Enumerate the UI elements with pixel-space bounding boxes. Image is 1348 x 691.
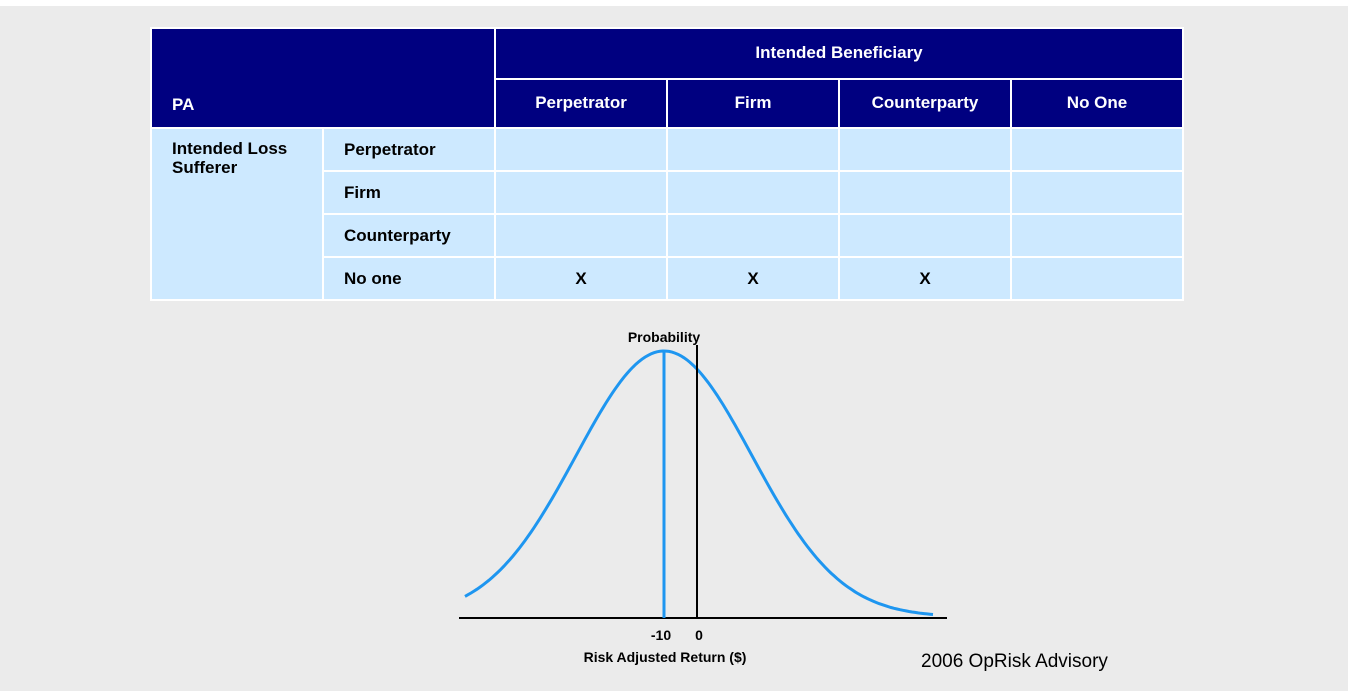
row-label: Counterparty xyxy=(321,213,497,258)
cell xyxy=(666,127,841,172)
table-row: Firm xyxy=(151,170,1185,215)
group-header: Intended Beneficiary xyxy=(494,27,1185,80)
cell: X xyxy=(838,256,1013,301)
cell xyxy=(494,213,669,258)
cell xyxy=(838,170,1013,215)
footer: 2006 OpRisk Advisory xyxy=(921,651,1108,672)
row-group: Intended Loss Sufferer xyxy=(150,127,324,301)
cell xyxy=(666,170,841,215)
column-header: Counterparty xyxy=(838,77,1013,130)
row-label: No one xyxy=(321,256,497,301)
column-header: Perpetrator xyxy=(494,77,669,130)
cell xyxy=(1010,127,1185,172)
slide: PA Intended Beneficiary Perpetrator Firm C… xyxy=(0,6,1348,691)
cell xyxy=(1010,170,1185,215)
group-header-text: Intended Beneficiary xyxy=(755,43,923,63)
matrix-table: PA Intended Beneficiary Perpetrator Firm C… xyxy=(149,27,1185,301)
corner-cell: PA xyxy=(149,27,497,129)
cell xyxy=(666,213,841,258)
cell xyxy=(838,127,1013,172)
tick-label: 0 xyxy=(695,627,703,643)
cell xyxy=(838,213,1013,258)
column-header: No One xyxy=(1010,77,1185,130)
row-label: Firm xyxy=(321,170,497,215)
column-header: Firm xyxy=(666,77,841,130)
cell xyxy=(1010,213,1185,258)
row-label: Perpetrator xyxy=(321,127,497,172)
x-label: Risk Adjusted Return ($) xyxy=(584,649,747,665)
table-row: No one X X X xyxy=(151,256,1185,301)
cell xyxy=(1010,256,1185,301)
corner-text: PA xyxy=(172,95,195,114)
bell-curve xyxy=(464,349,934,616)
cell: X xyxy=(494,256,669,301)
y-label: Probability xyxy=(628,329,701,345)
cell xyxy=(494,127,669,172)
cell: X xyxy=(666,256,841,301)
table-row: Intended Loss Sufferer Perpetrator xyxy=(150,127,1185,301)
tick-label: -10 xyxy=(651,627,671,643)
cell xyxy=(494,170,669,215)
table-row: Counterparty xyxy=(151,213,1185,258)
